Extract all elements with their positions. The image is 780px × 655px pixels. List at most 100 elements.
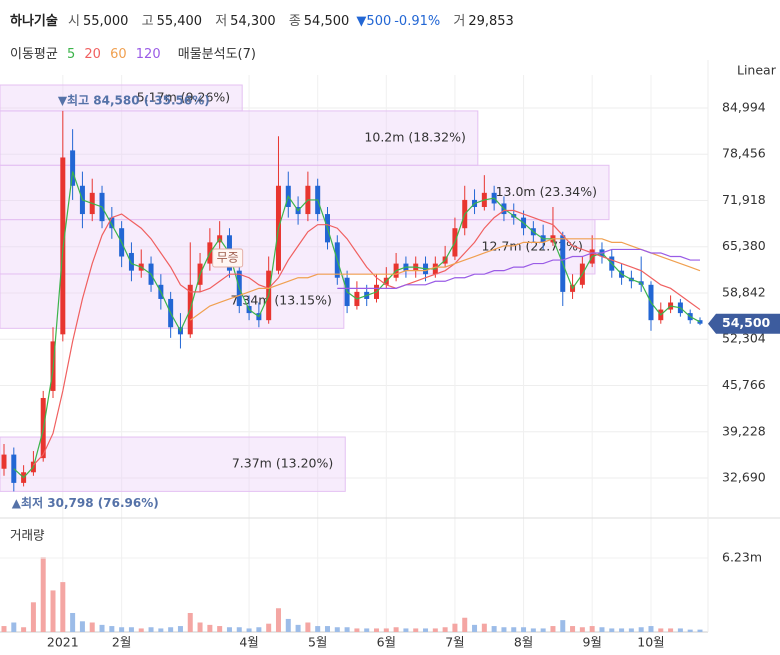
volume-bar (138, 628, 144, 632)
y-tick-label: 71,918 (722, 192, 766, 207)
legend-entry: 20 (84, 47, 101, 62)
profile-label: 13.0m (23.34%) (496, 184, 597, 199)
volume-bar (550, 626, 556, 632)
legend-entry: 5 (66, 47, 76, 62)
volume-bar (423, 628, 429, 632)
volume-bar (648, 626, 654, 632)
volume-bar (697, 629, 703, 632)
low-value: 54,300 (230, 14, 276, 29)
volume-bar (315, 626, 321, 632)
ma-line (13, 171, 701, 479)
x-tick-label: 5월 (308, 635, 327, 650)
volume-bar (21, 627, 27, 632)
candle-body (11, 454, 17, 483)
volume-bar (540, 628, 546, 632)
volume-bar (442, 627, 448, 632)
candle-body (128, 252, 134, 271)
volume-bar (432, 628, 438, 632)
quote-header: 하나기술 시 55,000 고 55,400 저 54,300 종 54,500 ▼50… (10, 10, 517, 29)
volume-bar (334, 627, 340, 632)
volume-bar (285, 618, 291, 632)
volume-bar (256, 627, 262, 632)
volume-bar (521, 627, 527, 632)
x-tick-label: 2021 (47, 635, 79, 650)
volume-bar (668, 628, 674, 632)
volume-bar (158, 628, 164, 632)
open-value: 55,000 (82, 14, 129, 29)
low-label: 저 (215, 14, 228, 29)
volume-bar (197, 622, 203, 632)
volume-bar (109, 626, 115, 632)
change: ▼500 (356, 14, 392, 29)
volume-bar (40, 557, 46, 632)
y-tick-label: 52,304 (722, 331, 766, 346)
volume-bar (148, 627, 154, 632)
volume-bar (364, 628, 370, 632)
y-tick-label: 32,690 (722, 470, 766, 485)
volume-bar (658, 628, 664, 632)
volume-bar (89, 622, 95, 632)
x-tick-label: 10월 (637, 635, 664, 650)
candle-body (1, 454, 7, 469)
volume-bar (472, 624, 478, 632)
y-tick-label: 39,228 (722, 423, 766, 438)
volume-bar (403, 628, 409, 632)
scale-label: Linear (737, 63, 777, 78)
y-tick-label: 84,994 (722, 99, 766, 114)
volume-bar (462, 617, 468, 632)
event-box (212, 248, 244, 268)
volume-bar (501, 627, 507, 632)
volume-bar (128, 627, 134, 632)
volume-bar (491, 626, 497, 632)
volume-bar (168, 627, 174, 632)
price-tag-label: 54,500 (722, 315, 771, 330)
ma-line (32, 209, 701, 466)
volume-bar (354, 628, 360, 632)
profile-label: 5.17m (9.26%) (137, 89, 230, 104)
x-tick-label: 9월 (582, 635, 601, 650)
volume-bar (1, 626, 7, 632)
y-tick-label: 58,842 (722, 284, 766, 299)
volume-bar (275, 608, 281, 632)
profile-bar (0, 110, 479, 166)
volume-title: 거래량 (10, 528, 45, 543)
volume-value: 29,853 (468, 14, 514, 29)
ma-line (337, 248, 700, 289)
stock-name: 하나기술 (10, 14, 58, 29)
volume-bar (619, 628, 625, 632)
y-tick-label: 45,766 (722, 377, 766, 392)
profile-label: 7.34m (13.15%) (230, 293, 331, 308)
close-label: 종 (288, 14, 301, 29)
volume-bar (295, 624, 301, 632)
volume-bar (560, 620, 566, 632)
y-tick-label: 65,380 (722, 238, 766, 253)
volume-bar (628, 628, 634, 632)
volume-bar (344, 627, 350, 632)
volume-bar (266, 623, 272, 632)
volume-bar (11, 622, 17, 632)
event-label: 무증 (217, 251, 239, 265)
volume-bar (599, 627, 605, 632)
volume-bar (226, 627, 232, 632)
volume-bar (70, 612, 76, 632)
x-tick-label: 4월 (239, 635, 258, 650)
volume-bar (530, 628, 536, 632)
legend-entry: 120 (135, 47, 161, 62)
profile-label: 7.37m (13.20%) (232, 456, 333, 471)
volume-bar (677, 628, 683, 632)
volume-bar (393, 627, 399, 632)
x-tick-label: 2월 (112, 635, 131, 650)
volume-bar (413, 628, 419, 632)
volume-bar (579, 627, 585, 632)
price-tag (708, 313, 780, 334)
volume-tick-label: 6.23m (722, 549, 762, 564)
change-pct: -0.91% (394, 14, 441, 29)
volume-bar (570, 626, 576, 632)
volume-bar (609, 628, 615, 632)
volume-bar (236, 627, 242, 632)
high-label: 고 (141, 14, 154, 29)
volume-bar (452, 623, 458, 632)
legend-entry: 60 (110, 47, 127, 62)
candle-body (109, 217, 115, 229)
